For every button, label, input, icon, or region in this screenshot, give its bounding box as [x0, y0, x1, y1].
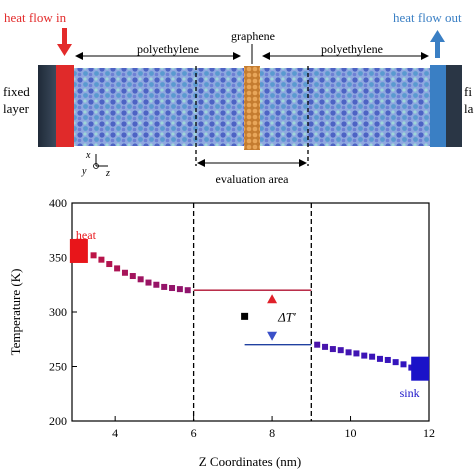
data-point [322, 343, 329, 350]
heat-sink-slab [430, 65, 446, 147]
heat-annotation: heat [76, 228, 97, 242]
data-point [345, 349, 352, 356]
annotations: heat sink ΔT' [76, 228, 420, 400]
heat-reservoir-marker [69, 238, 88, 263]
y-tick-label: 350 [49, 251, 67, 265]
heat-source-slab [56, 65, 74, 147]
data-point [176, 286, 183, 293]
evaluation-area-label: evaluation area [216, 172, 290, 186]
x-tick-label: 8 [269, 426, 275, 440]
axis-ticks: 4 6 8 10 12 200 250 300 350 400 [49, 196, 435, 440]
data-point [145, 279, 152, 286]
x-tick-label: 10 [345, 426, 357, 440]
delta-t-annotation: ΔT' [277, 309, 296, 324]
fixed-layer-right-label-line2: la [464, 101, 474, 116]
data-point [337, 347, 344, 354]
y-axis-label: Temperature (K) [8, 269, 23, 356]
y-tick-label: 200 [49, 414, 67, 428]
sink-annotation: sink [400, 386, 420, 400]
svg-text:y: y [81, 166, 87, 177]
data-point [353, 350, 360, 357]
data-point [153, 281, 160, 288]
heat-flow-out-label: heat flow out [393, 10, 462, 25]
polyethylene-left-region [74, 68, 244, 146]
data-point [161, 283, 168, 290]
y-tick-label: 300 [49, 305, 67, 319]
polyethylene-right-region [260, 68, 430, 146]
sink-reservoir-marker [411, 356, 430, 381]
md-schematic: heat flow in heat flow out graphene poly… [3, 10, 474, 186]
fixed-layer-left-label-line2: layer [3, 101, 30, 116]
data-point [90, 252, 97, 259]
heat-in-arrow-icon [57, 28, 72, 56]
x-tick-label: 4 [112, 426, 118, 440]
y-tick-label: 250 [49, 360, 67, 374]
data-point [384, 356, 391, 363]
data-marks [69, 238, 430, 381]
fixed-layer-left [38, 65, 56, 147]
data-point [137, 276, 144, 283]
data-point [98, 256, 105, 263]
data-point [129, 273, 136, 280]
polyethylene-left-label: polyethylene [137, 42, 199, 56]
data-point [400, 361, 407, 368]
coordinate-axes-icon: x y z [81, 150, 110, 179]
data-point [169, 285, 176, 292]
heat-out-arrow-icon [430, 30, 445, 58]
svg-text:z: z [105, 168, 110, 179]
data-point [114, 265, 121, 272]
x-axis-label: Z Coordinates (nm) [199, 454, 302, 469]
data-point [392, 359, 399, 366]
polyethylene-right-label: polyethylene [321, 42, 383, 56]
data-point [329, 346, 336, 353]
fixed-layer-left-label-line1: fixed [3, 84, 30, 99]
x-tick-label: 6 [191, 426, 197, 440]
data-point [369, 353, 376, 360]
heat-flow-in-label: heat flow in [4, 10, 67, 25]
outlier-point [241, 312, 249, 320]
data-point [376, 355, 383, 362]
delta-arrow-up-icon [267, 294, 278, 304]
data-point [184, 287, 191, 294]
graphene-layer [244, 66, 260, 150]
data-point [314, 341, 321, 348]
data-point [361, 352, 368, 359]
fixed-layer-right-label-line1: fi [464, 84, 472, 99]
data-point [106, 261, 113, 268]
y-tick-label: 400 [49, 196, 67, 210]
data-point [121, 269, 128, 276]
temperature-chart: 4 6 8 10 12 200 250 300 350 400 heat sink ΔT' Z Coo… [8, 196, 435, 469]
plot-frame [71, 202, 430, 422]
delta-arrow-down-icon [267, 331, 278, 341]
graphene-label: graphene [231, 29, 275, 43]
fixed-layer-right [446, 65, 462, 147]
svg-text:x: x [85, 150, 91, 161]
x-tick-label: 12 [423, 426, 435, 440]
evaluation-guides [192, 203, 312, 421]
